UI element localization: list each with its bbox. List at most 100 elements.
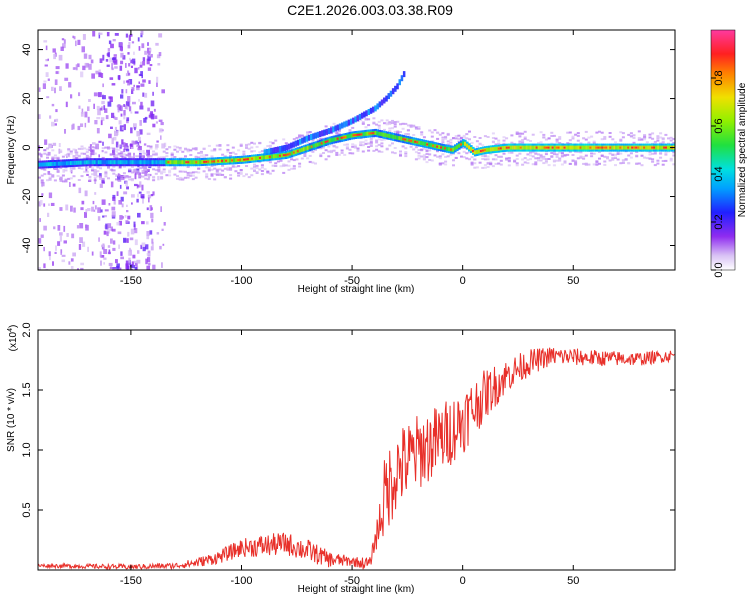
noise-cell bbox=[127, 152, 132, 156]
halo-cell bbox=[393, 125, 397, 128]
noise-cell bbox=[80, 267, 84, 270]
halo-cell bbox=[128, 156, 132, 159]
noise-cell bbox=[65, 63, 69, 69]
noise-cell bbox=[140, 101, 143, 107]
noise-cell bbox=[96, 117, 101, 120]
halo-cell bbox=[168, 146, 172, 149]
halo-cell bbox=[664, 151, 668, 154]
halo-cell bbox=[491, 141, 495, 144]
halo-cell bbox=[101, 147, 105, 150]
halo-cell bbox=[475, 145, 479, 148]
noise-cell bbox=[84, 62, 89, 68]
halo-cell bbox=[664, 159, 668, 162]
ridge-cell bbox=[531, 145, 535, 150]
halo-cell bbox=[322, 152, 325, 154]
noise-cell bbox=[161, 262, 163, 268]
halo-cell bbox=[462, 136, 466, 139]
halo-cell bbox=[72, 175, 76, 178]
halo-cell bbox=[359, 141, 363, 144]
halo-cell bbox=[404, 133, 408, 135]
noise-cell bbox=[155, 42, 159, 46]
noise-cell bbox=[132, 101, 136, 105]
halo-cell bbox=[69, 168, 73, 170]
upper-ridge-cell bbox=[330, 127, 333, 134]
halo-cell bbox=[568, 150, 572, 153]
spectrogram-ylabel: Frequency (Hz) bbox=[6, 116, 17, 185]
halo-cell bbox=[515, 133, 519, 135]
halo-cell bbox=[473, 158, 477, 161]
ridge-cell bbox=[219, 159, 222, 163]
halo-cell bbox=[529, 158, 532, 161]
halo-cell bbox=[377, 120, 381, 123]
noise-cell bbox=[145, 258, 148, 265]
ridge-peak-cell bbox=[507, 146, 511, 149]
ridge-peak-cell bbox=[653, 146, 656, 149]
halo-cell bbox=[308, 131, 312, 134]
upper-ridge-cell bbox=[268, 148, 271, 155]
noise-cell bbox=[63, 225, 66, 232]
halo-cell bbox=[515, 162, 519, 165]
halo-cell bbox=[422, 154, 426, 157]
halo-cell bbox=[475, 140, 479, 143]
ridge-cell bbox=[51, 162, 55, 166]
ridge-cell bbox=[525, 145, 529, 150]
halo-cell bbox=[420, 155, 424, 158]
halo-cell bbox=[645, 141, 649, 144]
noise-cell bbox=[142, 165, 146, 169]
ridge-cell bbox=[147, 160, 151, 165]
halo-cell bbox=[478, 161, 482, 164]
halo-cell bbox=[298, 162, 302, 165]
halo-cell bbox=[213, 167, 217, 170]
halo-cell bbox=[584, 138, 588, 141]
ridge-cell bbox=[537, 145, 541, 150]
noise-cell bbox=[126, 117, 130, 122]
noise-cell bbox=[38, 114, 41, 119]
ridge-cell bbox=[290, 151, 294, 156]
ridge-cell bbox=[332, 137, 336, 142]
upper-ridge-cell bbox=[358, 113, 362, 120]
noise-cell bbox=[73, 67, 78, 70]
halo-cell bbox=[414, 127, 418, 130]
halo-cell bbox=[364, 126, 368, 129]
halo-cell bbox=[215, 173, 219, 176]
noise-cell bbox=[105, 115, 109, 120]
halo-cell bbox=[672, 163, 675, 166]
halo-cell bbox=[595, 163, 599, 166]
noise-cell bbox=[124, 215, 127, 218]
noise-cell bbox=[103, 105, 106, 110]
halo-cell bbox=[311, 150, 315, 153]
halo-cell bbox=[112, 172, 116, 175]
halo-cell bbox=[372, 117, 376, 120]
halo-cell bbox=[40, 181, 44, 184]
halo-cell bbox=[234, 170, 238, 173]
noise-cell bbox=[119, 43, 123, 46]
halo-cell bbox=[229, 152, 233, 154]
ridge-cell bbox=[386, 133, 389, 138]
halo-cell bbox=[253, 165, 256, 168]
noise-cell bbox=[40, 153, 43, 158]
halo-cell bbox=[396, 120, 400, 123]
noise-cell bbox=[102, 141, 104, 146]
noise-cell bbox=[73, 207, 76, 213]
ridge-cell bbox=[141, 160, 145, 165]
halo-cell bbox=[260, 173, 264, 176]
halo-cell bbox=[231, 165, 235, 168]
noise-cell bbox=[47, 212, 50, 217]
ridge-cell bbox=[541, 145, 545, 150]
halo-cell bbox=[399, 123, 402, 126]
halo-cell bbox=[197, 156, 201, 159]
halo-cell bbox=[122, 155, 126, 158]
halo-cell bbox=[603, 155, 607, 158]
noise-cell bbox=[77, 268, 79, 270]
halo-cell bbox=[215, 168, 219, 171]
noise-cell bbox=[75, 40, 77, 47]
halo-cell bbox=[486, 136, 490, 138]
halo-cell bbox=[608, 159, 612, 162]
halo-cell bbox=[364, 117, 368, 120]
ridge-cell bbox=[477, 149, 481, 154]
halo-cell bbox=[258, 151, 262, 154]
halo-cell bbox=[563, 161, 567, 164]
halo-cell bbox=[250, 167, 254, 170]
noise-cell bbox=[131, 87, 135, 91]
halo-cell bbox=[566, 142, 570, 145]
